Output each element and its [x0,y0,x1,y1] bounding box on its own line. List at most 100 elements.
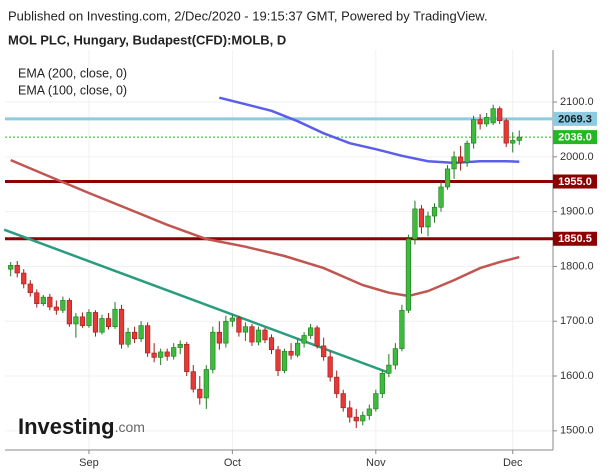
candle-body [125,331,131,345]
x-tick-label: Nov [366,457,386,469]
candle-body [516,136,522,141]
candle-body [203,369,209,399]
candle-body [242,326,249,333]
candle-body [197,388,203,399]
candle-body [386,364,392,374]
candle-body [288,351,294,356]
candle-body [223,320,229,344]
chart-title: MOL PLC, Hungary, Budapest(CFD):MOLB, D [8,32,286,47]
candle-body [14,265,20,274]
candle-body [301,335,307,344]
candle-body [457,156,464,163]
candle-body [405,238,412,311]
watermark-suffix: .com [115,419,145,435]
candle-body [262,329,268,341]
price-label-box [553,231,597,246]
candle-body [131,331,138,340]
candle-body [99,318,105,333]
candle-body [158,351,164,358]
candle-body [373,393,379,410]
candle-body [118,308,125,345]
price-label-box [553,174,597,189]
candle-body [503,120,509,144]
y-tick-label: 2000.0 [560,151,594,163]
candle-body [255,329,262,343]
candle-body [92,312,99,333]
candle-body [425,215,431,228]
candle-body [444,168,451,188]
candle-body [112,308,118,328]
candle-body [431,206,438,217]
price-label-box [553,130,597,145]
candle-body [73,316,79,325]
candle-body [314,327,320,347]
candle-body [190,371,196,390]
candle-body [438,186,444,208]
ema-line [218,96,520,165]
candle-body [21,272,27,285]
candle-body [34,292,40,304]
candle-body [177,343,183,348]
candle-body [392,348,398,366]
legend-entry: EMA (100, close, 0) [18,83,127,97]
candle-body [334,376,340,394]
legend-entry: EMA (200, close, 0) [18,66,127,80]
candle-body [321,345,327,358]
y-tick-label: 1600.0 [560,370,594,382]
candle-body [418,208,425,228]
candle-body [164,351,170,357]
candle-body [249,326,255,343]
candle-body [490,108,496,124]
candle-body [105,318,112,328]
candle-body [366,408,372,416]
y-tick-label: 1800.0 [560,260,594,272]
candle-body [268,337,275,351]
watermark-brand: Investing [18,414,115,439]
candle-body [184,343,190,372]
plot-area: 1500.0 1600.0 1700.0 1800.0 1900.0 2000.0 2100… [3,50,597,469]
x-tick-label: Sep [79,457,99,469]
candle-body [294,342,301,356]
candle-body [236,317,242,333]
candle-body [353,416,359,422]
candle-body [171,347,177,357]
candle-body [471,119,477,144]
ema-line [10,158,520,298]
candle-body [340,393,346,409]
candle-body [151,352,157,358]
candle-body [451,156,457,170]
candle-body [360,415,366,422]
source-note: Published on Investing.com, 2/Dec/2020 -… [8,8,488,23]
y-tick-label: 2100.0 [560,96,594,108]
candle-body [484,117,490,125]
candle-body [53,306,59,311]
candle-body [66,300,72,325]
candle-body [327,356,333,378]
y-tick-label: 1700.0 [560,315,594,327]
candle-body [40,296,46,304]
candle-body [8,265,14,270]
candle-body [210,331,216,370]
candle-body [138,325,144,340]
candle-body [399,309,405,349]
price-label: 2036.0 [558,132,592,144]
y-tick-label: 1900.0 [560,206,594,218]
candle-body [275,349,281,371]
candle-body [216,331,222,344]
candle-body [281,351,288,371]
candle-body [379,372,385,394]
candle-body [497,108,503,121]
x-tick-label: Oct [224,457,241,469]
price-label: 2069.3 [558,113,592,125]
price-label: 1955.0 [558,176,592,188]
candle-body [464,142,470,163]
candle-body [27,283,33,294]
candle-body [477,119,483,125]
candle-body [308,327,314,336]
candle-body [86,312,92,326]
y-tick-label: 1500.0 [560,425,594,437]
price-label-box [553,111,597,126]
x-tick-label: Dec [503,457,523,469]
candle-body [145,325,151,354]
